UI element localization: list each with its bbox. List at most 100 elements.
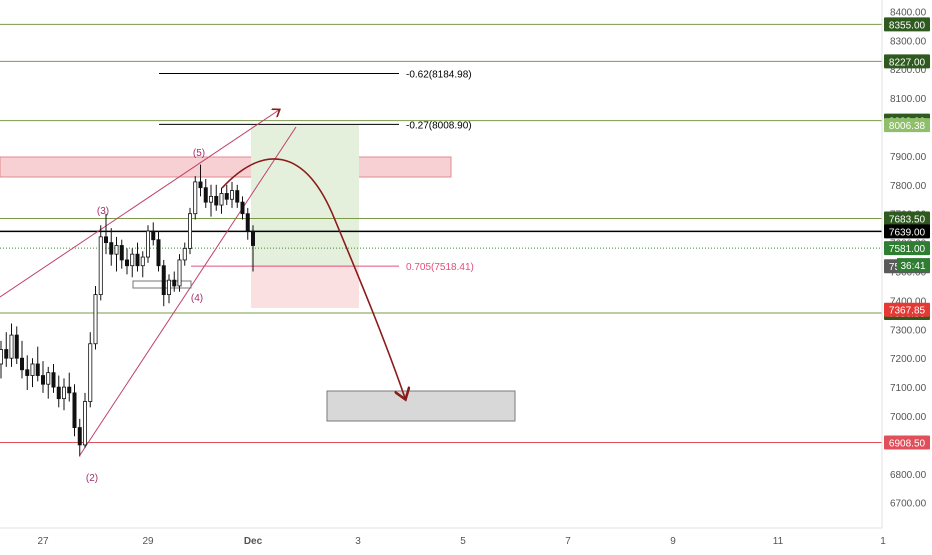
candle-body	[193, 181, 198, 215]
price-badge-bg	[884, 118, 930, 133]
time-tick-label: 7	[565, 536, 571, 547]
candle-body	[9, 334, 14, 359]
candle-body	[88, 343, 93, 402]
candle-body	[130, 253, 135, 267]
price-tick-label: 6800.00	[890, 470, 927, 481]
fib-label-1: -0.27(8008.90)	[406, 120, 472, 131]
level-badge-bg	[884, 435, 930, 450]
level-badge: 8355.00	[889, 20, 926, 31]
candle-body	[109, 242, 114, 255]
price-badge-bg	[884, 302, 930, 317]
candle-body	[25, 369, 30, 376]
candle-body	[35, 363, 40, 376]
price-tick-label: 7800.00	[890, 181, 927, 192]
channel-lower-line[interactable]	[79, 126, 297, 456]
projection-arrow[interactable]	[221, 158, 405, 398]
candle-body	[14, 334, 19, 359]
candle-body	[156, 239, 161, 267]
candle-body	[56, 386, 61, 400]
candle-body	[0, 349, 4, 365]
channel-upper-line[interactable]	[0, 110, 279, 298]
candle-body	[214, 195, 219, 206]
candle-body	[198, 181, 203, 189]
price-badge: 8006.38	[889, 121, 926, 132]
candles	[0, 164, 255, 457]
time-tick-label: 11	[773, 536, 784, 547]
candle-body	[83, 401, 88, 446]
price-badges: 8355.008227.008022.007683.507639.007356.…	[884, 17, 930, 450]
candle-body	[125, 259, 130, 267]
level-badge: 6908.50	[889, 438, 926, 449]
candle-body	[245, 213, 250, 232]
price-badge: 7581.00	[889, 244, 926, 255]
candle-body	[104, 236, 109, 244]
candle-body	[98, 236, 103, 296]
candle-body	[219, 193, 224, 206]
candle-body	[145, 230, 150, 258]
candle-body	[166, 279, 171, 296]
price-tick-label: 8300.00	[890, 36, 927, 47]
price-tick-label: 8200.00	[890, 65, 927, 76]
wave-label: (3)	[97, 206, 109, 217]
level-badge: 7639.00	[889, 227, 926, 238]
level-badge-bg	[884, 54, 930, 69]
candle-body	[30, 363, 35, 376]
level-badge-bg	[884, 224, 930, 239]
candle-body	[67, 386, 72, 394]
take-profit-zone[interactable]	[251, 125, 359, 266]
time-tick-label: 9	[670, 536, 676, 547]
candle-body	[72, 392, 77, 428]
candle-body	[114, 245, 119, 255]
fib-label-0: -0.62(8184.98)	[406, 70, 472, 81]
time-tick-label: 5	[460, 536, 466, 547]
level-badge: 7683.50	[889, 214, 926, 225]
candle-body	[135, 253, 140, 267]
price-tick-label: 7900.00	[890, 152, 927, 163]
candle-body	[177, 259, 182, 287]
candle-body	[187, 213, 192, 249]
candle-body	[46, 372, 51, 385]
candle-body	[140, 256, 145, 267]
price-tick-label: 8400.00	[890, 7, 927, 18]
price-badge-bg	[884, 241, 930, 256]
level-badge-bg	[884, 211, 930, 226]
price-tick-label: 7200.00	[890, 354, 927, 365]
candle-body	[41, 375, 46, 385]
wave-labels: (2) (3) (4) (5)	[86, 148, 205, 484]
level-badge-bg	[884, 17, 930, 32]
candle-body	[93, 294, 98, 345]
candle-body	[203, 187, 208, 203]
price-tick-label: 7300.00	[890, 325, 927, 336]
candle-body	[208, 195, 213, 203]
candle-body	[151, 230, 156, 241]
level-badge: 8227.00	[889, 57, 926, 68]
supply-zone[interactable]	[0, 156, 452, 178]
price-badge: 7367.85	[889, 306, 926, 317]
countdown-timer: 36:41	[900, 261, 925, 272]
candle-body	[235, 190, 240, 203]
target-zone[interactable]	[326, 390, 516, 422]
time-tick-label: 27	[37, 536, 49, 547]
price-tick-label: 6700.00	[890, 499, 927, 510]
price-tick-label: 7400.00	[890, 296, 927, 307]
countdown-bg	[897, 258, 930, 273]
candle-body	[19, 357, 24, 371]
time-axis: 27 29 Dec 3 5 7 9 11 1	[37, 536, 886, 547]
time-tick-label: 3	[355, 536, 361, 547]
candle-body	[182, 247, 187, 261]
candle-body	[4, 349, 9, 359]
candle-body	[250, 230, 255, 246]
price-tick-label: 7000.00	[890, 412, 927, 423]
fib-label-2: 0.705(7518.41)	[406, 262, 474, 273]
fib-levels: -0.62(8184.98) -0.27(8008.90) 0.705(7518.4…	[159, 70, 474, 273]
time-tick-label: 1	[880, 536, 886, 547]
candle-body	[229, 190, 234, 200]
wave-label: (2)	[86, 473, 98, 484]
stop-loss-zone[interactable]	[251, 266, 359, 308]
time-tick-label: Dec	[244, 536, 263, 547]
candle-body	[77, 427, 82, 446]
horizontal-levels	[0, 23, 882, 443]
candle-body	[224, 193, 229, 200]
